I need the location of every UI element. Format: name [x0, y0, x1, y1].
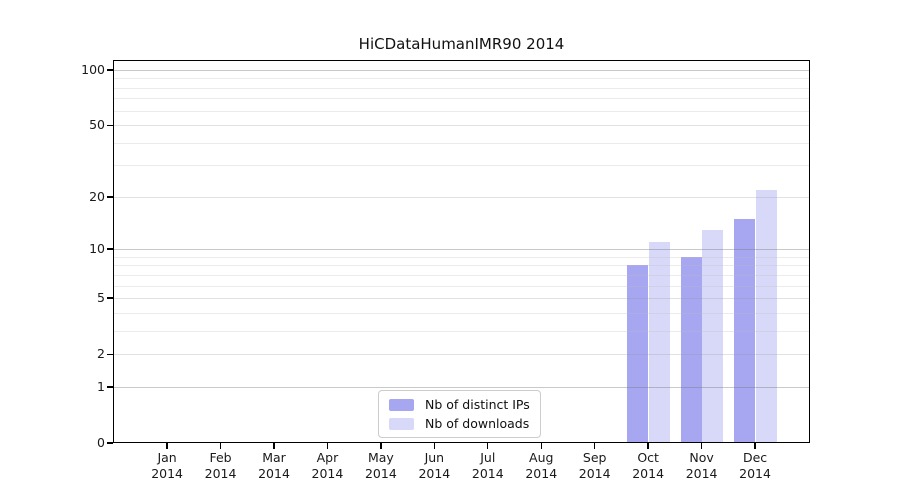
gridline-3 [113, 330, 810, 332]
x-tick-year: 2014 [578, 465, 611, 481]
x-tick-jan [166, 443, 168, 449]
legend-label: Nb of downloads [425, 416, 530, 431]
y-tick-0 [107, 442, 113, 444]
gridline-4 [113, 312, 810, 314]
gridline-60 [113, 110, 810, 112]
gridline-20 [113, 196, 810, 198]
bar-nb-of-downloads-dec [755, 189, 777, 443]
gridline-8 [113, 265, 810, 267]
x-tick-label-jul: Jul 2014 [456, 450, 520, 481]
x-tick-label-jun: Jun 2014 [402, 450, 466, 481]
y-tick-50 [107, 124, 113, 126]
x-tick-jul [487, 443, 489, 449]
x-tick-sep [594, 443, 596, 449]
x-tick-year: 2014 [471, 465, 504, 481]
gridline-90 [113, 78, 810, 80]
x-tick-dec [754, 443, 756, 449]
legend-row: Nb of downloads [389, 416, 530, 431]
legend-row: Nb of distinct IPs [389, 397, 530, 412]
x-tick-month: Oct [637, 450, 659, 465]
x-tick-month: Jul [480, 450, 496, 465]
x-tick-may [380, 443, 382, 449]
bar-nb-of-downloads-nov [702, 229, 724, 443]
x-tick-year: 2014 [739, 465, 771, 481]
y-tick-label-2: 2 [97, 346, 105, 362]
x-tick-month: Dec [742, 450, 768, 465]
x-tick-month: Mar [262, 450, 286, 465]
x-tick-month: Jun [424, 450, 445, 465]
x-tick-label-dec: Dec 2014 [723, 450, 787, 481]
x-tick-label-jan: Jan 2014 [135, 450, 199, 481]
x-tick-year: 2014 [311, 465, 344, 481]
gridline-80 [113, 87, 810, 89]
y-tick-20 [107, 196, 113, 198]
y-tick-label-20: 20 [89, 188, 105, 204]
gridline-2 [113, 354, 810, 356]
y-tick-label-50: 50 [89, 117, 105, 133]
y-tick-10 [107, 248, 113, 250]
plot-area [113, 60, 810, 443]
x-tick-nov [700, 443, 703, 449]
x-tick-year: 2014 [632, 465, 665, 481]
gridline-70 [113, 98, 810, 100]
y-tick-label-10: 10 [89, 241, 105, 257]
y-tick-5 [107, 297, 113, 299]
gridline-1 [113, 386, 810, 388]
x-tick-year: 2014 [685, 465, 718, 481]
x-tick-mar [273, 443, 275, 449]
gridline-30 [113, 165, 810, 167]
x-tick-year: 2014 [258, 465, 290, 481]
x-tick-month: Sep [582, 450, 607, 465]
x-tick-label-oct: Oct 2014 [616, 450, 680, 481]
x-tick-month: Feb [209, 450, 232, 465]
x-tick-label-nov: Nov 2014 [670, 450, 734, 481]
y-tick-label-5: 5 [97, 290, 105, 306]
legend-label: Nb of distinct IPs [425, 397, 530, 412]
legend-swatch-icon [389, 398, 414, 411]
gridline-5 [113, 298, 810, 300]
y-tick-2 [107, 353, 113, 355]
x-tick-month: Apr [316, 450, 339, 465]
x-tick-label-sep: Sep 2014 [563, 450, 627, 481]
x-tick-label-may: May 2014 [349, 450, 413, 481]
bar-nb-of-distinct-ips-nov [680, 256, 702, 443]
gridline-100 [113, 70, 810, 71]
legend: Nb of distinct IPs Nb of downloads [378, 390, 541, 438]
bar-nb-of-downloads-oct [648, 242, 670, 443]
x-tick-label-apr: Apr 2014 [295, 450, 359, 481]
gridline-50 [113, 125, 810, 127]
x-tick-label-feb: Feb 2014 [189, 450, 253, 481]
y-tick-label-1: 1 [97, 378, 105, 394]
y-tick-100 [107, 69, 113, 71]
x-tick-year: 2014 [364, 465, 397, 481]
x-tick-label-aug: Aug 2014 [509, 450, 573, 481]
x-tick-feb [219, 443, 222, 449]
x-tick-year: 2014 [525, 465, 558, 481]
gridline-9 [113, 256, 810, 258]
bar-nb-of-distinct-ips-dec [734, 218, 756, 443]
chart-title: HiCDataHumanIMR90 2014 [358, 35, 565, 53]
x-tick-aug [540, 443, 542, 449]
x-tick-oct [647, 443, 649, 449]
y-tick-1 [107, 386, 113, 388]
y-tick-label-100: 100 [81, 62, 105, 77]
x-tick-jun [433, 443, 436, 449]
x-tick-year: 2014 [418, 465, 451, 481]
x-tick-year: 2014 [151, 465, 183, 481]
gridline-10 [113, 249, 810, 251]
x-tick-month: May [367, 450, 394, 465]
x-tick-month: Nov [689, 450, 714, 465]
x-tick-month: Jan [157, 450, 177, 465]
x-tick-label-mar: Mar 2014 [242, 450, 306, 481]
x-tick-year: 2014 [204, 465, 237, 481]
x-tick-month: Aug [529, 450, 554, 465]
gridline-6 [113, 285, 810, 287]
bar-nb-of-distinct-ips-oct [627, 265, 649, 443]
y-tick-label-0: 0 [97, 435, 105, 450]
gridline-40 [113, 142, 810, 144]
x-tick-apr [326, 443, 329, 449]
gridline-7 [113, 274, 810, 276]
legend-swatch-icon [389, 417, 414, 430]
